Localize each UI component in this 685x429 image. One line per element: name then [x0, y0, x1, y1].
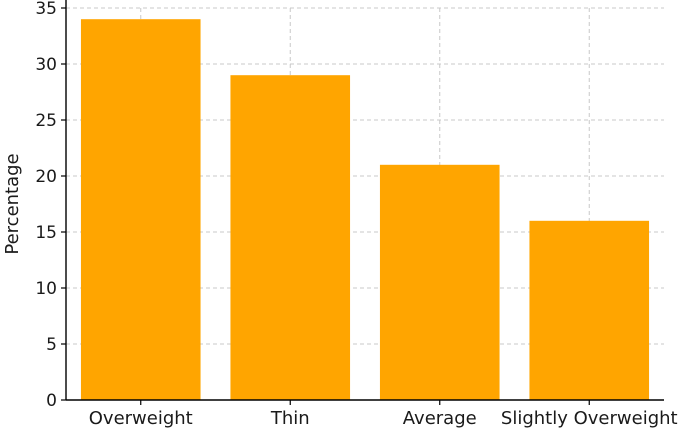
x-tick-label: Thin — [270, 408, 310, 429]
y-tick-label: 25 — [35, 111, 57, 131]
y-tick-label: 0 — [46, 391, 57, 411]
axes — [61, 0, 664, 405]
y-tick-label: 20 — [35, 167, 57, 187]
bar-slightly-overweight — [529, 220, 650, 400]
bar-average — [379, 164, 500, 400]
y-axis-label: Percentage — [2, 153, 23, 254]
y-tick-label: 15 — [35, 223, 57, 243]
bar-overweight — [80, 19, 201, 400]
y-tick-label: 30 — [35, 55, 57, 75]
y-tick-label: 5 — [46, 335, 57, 355]
x-tick-label: Overweight — [89, 408, 193, 429]
y-tick-label: 35 — [35, 0, 57, 19]
y-tick-label: 10 — [35, 279, 57, 299]
labels: 0 5 10 15 20 25 30 35 Overweight Thin Average Sligh… — [35, 0, 677, 429]
x-tick-label: Average — [403, 408, 477, 429]
bars — [80, 19, 650, 400]
bar-thin — [230, 75, 351, 400]
x-tick-label: Slightly Overweight — [501, 408, 678, 429]
